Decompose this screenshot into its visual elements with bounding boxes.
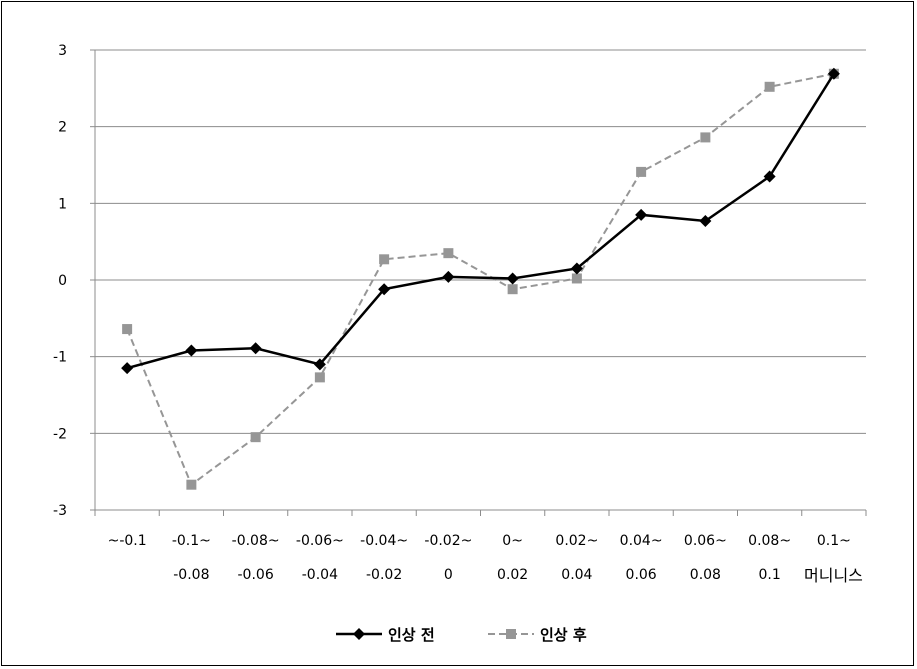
x-category-label-line2: 0.1	[758, 567, 780, 583]
x-category-label: -0.08~	[232, 533, 280, 549]
series-line	[126, 73, 835, 370]
data-point	[185, 344, 198, 357]
y-axis-ticks: 3 2 1 0 -1 -2 -3	[53, 43, 95, 519]
data-point	[700, 132, 711, 143]
legend-label: 인상 전	[388, 626, 435, 644]
data-point	[186, 479, 197, 490]
x-category-label-line2: 0.04	[561, 567, 592, 583]
x-category-label: 0.06~	[684, 533, 727, 549]
x-category-label: 0~	[502, 533, 523, 549]
x-category-label: 0.02~	[555, 533, 598, 549]
x-category-label-line2: 0	[444, 567, 453, 583]
data-point	[314, 372, 325, 383]
x-category-label: -0.04~	[360, 533, 408, 549]
x-category-label-line2: -0.02	[366, 567, 402, 583]
legend: 인상 전 인상 후	[336, 626, 587, 644]
legend-marker	[506, 629, 516, 639]
data-point	[571, 273, 582, 284]
y-tick-label: -1	[53, 350, 67, 366]
data-point	[764, 81, 775, 92]
x-category-label-line2: -0.04	[302, 567, 338, 583]
legend-marker	[353, 628, 365, 640]
x-category-label-line2: 0.06	[626, 567, 657, 583]
x-category-label: 0.08~	[748, 533, 791, 549]
x-category-label-line2: 0.08	[690, 567, 721, 583]
data-point	[635, 208, 648, 221]
series-2	[122, 68, 839, 490]
x-category-label-line2: 0.02	[497, 567, 528, 583]
x-category-label: 0.04~	[620, 533, 663, 549]
y-tick-label: 0	[58, 273, 67, 289]
legend-label: 인상 후	[540, 626, 587, 644]
x-category-label-line2: -0.08	[173, 567, 209, 583]
x-axis-label: 머니니스	[804, 566, 863, 585]
data-point	[378, 283, 391, 296]
y-tick-label: 3	[58, 43, 67, 59]
data-point	[570, 262, 583, 275]
gridlines	[95, 49, 866, 434]
y-tick-label: -3	[53, 503, 67, 519]
data-point	[249, 342, 262, 355]
data-point	[763, 170, 776, 183]
data-point	[636, 166, 647, 177]
x-category-label: -0.02~	[424, 533, 472, 549]
legend-item: 인상 후	[488, 626, 587, 644]
y-tick-label: -2	[53, 426, 67, 442]
data-point	[506, 272, 519, 285]
data-point	[250, 432, 261, 443]
x-category-label: ~-0.1	[108, 533, 147, 549]
legend-item: 인상 전	[336, 626, 435, 644]
x-axis	[94, 50, 867, 516]
series-1	[121, 67, 840, 375]
x-category-label: -0.1~	[172, 533, 211, 549]
x-category-label-line2: -0.06	[238, 567, 274, 583]
x-category-label: -0.06~	[296, 533, 344, 549]
data-point	[507, 284, 518, 295]
data-point	[121, 362, 134, 375]
series-layer	[121, 67, 840, 490]
data-point	[442, 270, 455, 283]
data-point	[122, 324, 133, 335]
x-category-label: 0.1~	[817, 533, 851, 549]
data-point	[443, 248, 454, 259]
y-tick-label: 2	[58, 120, 67, 136]
data-point	[379, 254, 390, 265]
data-point	[313, 358, 326, 371]
data-point	[827, 67, 840, 80]
y-tick-label: 1	[58, 196, 67, 212]
x-axis-categories: ~-0.1 -0.1~ -0.08 -0.08~ -0.06 -0.06~ -0.04 -0.…	[108, 533, 851, 583]
data-point	[699, 214, 712, 227]
series-line	[126, 72, 835, 487]
